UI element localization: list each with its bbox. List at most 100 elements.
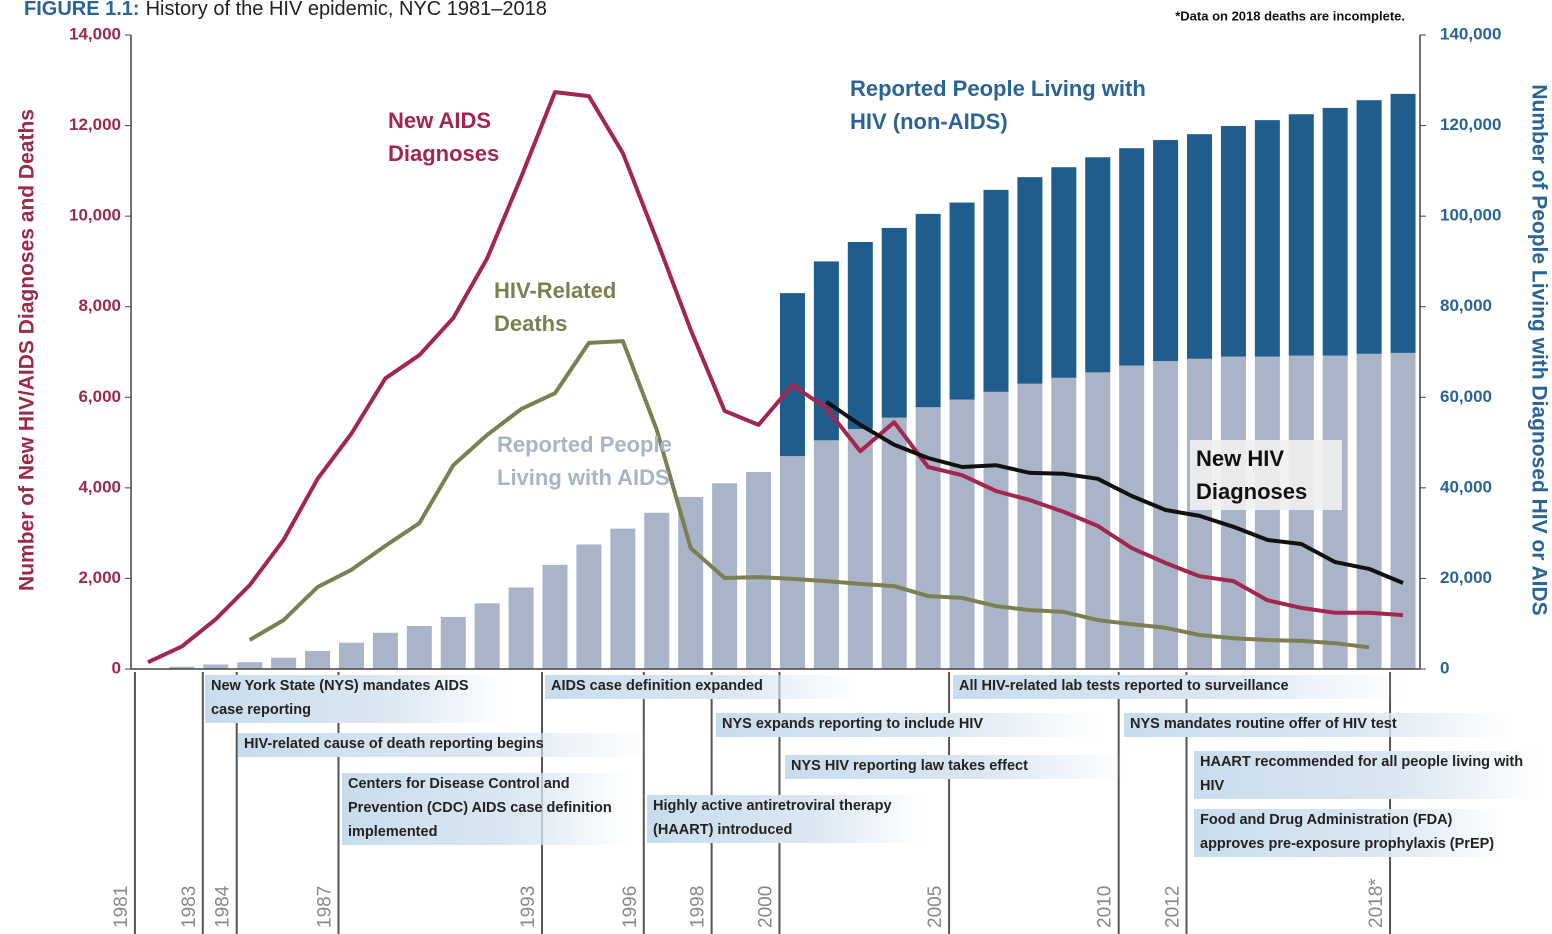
series-label: Reported People Living with HIV (non-AID… — [850, 76, 1146, 134]
bar — [271, 657, 297, 669]
bar — [1051, 167, 1077, 378]
bar — [1187, 134, 1213, 359]
bar — [1220, 126, 1246, 357]
y-tick-label: 6,000 — [78, 387, 121, 406]
event-label: HAART recommended for all people living … — [1194, 751, 1541, 799]
bar — [847, 241, 873, 429]
event-label: New York State (NYS) mandates AIDS case … — [205, 675, 507, 723]
bar — [915, 213, 941, 408]
series-label: Reported People Living with AIDS — [497, 432, 672, 490]
bar — [813, 261, 839, 441]
bar — [372, 632, 398, 669]
bar — [474, 603, 500, 669]
event-label: HIV-related cause of death reporting beg… — [238, 733, 650, 757]
figure-label: FIGURE 1.1: — [24, 0, 140, 20]
event-label: Centers for Disease Control and Preventi… — [342, 773, 629, 845]
y2-tick-label: 100,000 — [1440, 206, 1501, 225]
y-tick-label: 12,000 — [69, 115, 121, 134]
series-label: New AIDS Diagnoses — [388, 108, 500, 166]
bar — [1254, 356, 1280, 669]
y2-tick-label: 0 — [1440, 658, 1449, 677]
bar — [1322, 355, 1348, 669]
bar — [949, 399, 975, 669]
event-label: NYS HIV reporting law takes effect — [785, 755, 1127, 779]
bar — [949, 202, 975, 400]
bar — [508, 587, 534, 669]
y2-axis-label: Number of People Living with Diagnosed H… — [1527, 84, 1550, 615]
bar — [779, 456, 805, 669]
bar — [1017, 177, 1043, 384]
axes: 0 2,000 4,000 6,000 8,000 10,000 12,000 14,000 0… — [69, 24, 1501, 934]
bar — [1119, 148, 1145, 366]
bar — [1153, 361, 1179, 669]
bar — [1153, 140, 1179, 362]
x-tick-label: 2010 — [1095, 886, 1116, 928]
bar — [1051, 377, 1077, 669]
event-label: Food and Drug Administration (FDA) appro… — [1194, 809, 1506, 857]
bar — [1390, 352, 1416, 669]
event-label: All HIV-related lab tests reported to su… — [953, 675, 1405, 699]
bar — [915, 407, 941, 669]
y-axis-label: Number of New HIV/AIDS Diagnoses and Dea… — [16, 109, 39, 591]
x-tick-label: 1998 — [688, 886, 709, 928]
x-tick-label: 2012 — [1163, 886, 1184, 928]
bar — [746, 472, 772, 669]
event-label: Highly active antiretroviral therapy (HA… — [647, 795, 924, 843]
bar — [644, 512, 670, 669]
series-label: HIV-Related Deaths — [494, 278, 617, 336]
bar — [1119, 365, 1145, 669]
y-tick-label: 2,000 — [78, 568, 121, 587]
bar — [305, 650, 331, 669]
y2-tick-label: 80,000 — [1440, 296, 1492, 315]
bar — [576, 544, 602, 669]
bar — [1322, 107, 1348, 356]
y-tick-label: 4,000 — [78, 477, 121, 496]
bar — [847, 428, 873, 669]
bar — [237, 662, 263, 669]
y2-tick-label: 20,000 — [1440, 568, 1492, 587]
bar — [203, 664, 229, 669]
x-tick-label: 1983 — [179, 886, 200, 928]
line — [248, 339, 1370, 650]
x-tick-label: 2000 — [755, 886, 776, 928]
chart-title: FIGURE 1.1: History of the HIV epidemic, … — [24, 0, 547, 20]
bar — [1390, 93, 1416, 353]
y-tick-label: 10,000 — [69, 206, 121, 225]
x-tick-label: 1996 — [620, 886, 641, 928]
bar — [338, 642, 364, 669]
bar — [983, 189, 1009, 392]
bar — [169, 666, 195, 669]
bar — [983, 391, 1009, 669]
line — [825, 400, 1404, 585]
x-tick-label: 1984 — [213, 885, 234, 928]
y-tick-label: 0 — [112, 658, 121, 677]
series-label: New HIV Diagnoses — [1190, 440, 1342, 510]
x-tick-label: 1981 — [111, 886, 132, 928]
event-label: NYS mandates routine offer of HIV test — [1124, 713, 1514, 737]
bar — [813, 440, 839, 669]
lines — [147, 90, 1404, 665]
bar — [881, 417, 907, 669]
footnote: *Data on 2018 deaths are incomplete. — [1175, 8, 1405, 23]
line — [147, 90, 1404, 665]
y-tick-label: 14,000 — [69, 24, 121, 43]
y-tick-label: 8,000 — [78, 296, 121, 315]
bar — [1356, 353, 1382, 669]
title-text: History of the HIV epidemic, NYC 1981–20… — [146, 0, 547, 20]
bar — [779, 293, 805, 457]
y2-tick-label: 40,000 — [1440, 477, 1492, 496]
bar — [1356, 100, 1382, 354]
y2-tick-label: 140,000 — [1440, 24, 1501, 43]
y2-tick-label: 120,000 — [1440, 115, 1501, 134]
bar — [1254, 120, 1280, 357]
event-label: NYS expands reporting to include HIV — [716, 713, 1100, 737]
bar — [1220, 356, 1246, 669]
y2-tick-label: 60,000 — [1440, 387, 1492, 406]
bar — [1288, 114, 1314, 356]
bar — [542, 564, 568, 669]
bar — [1288, 355, 1314, 669]
x-tick-label: 2005 — [925, 886, 946, 928]
x-tick-label: 2018* — [1366, 878, 1387, 928]
